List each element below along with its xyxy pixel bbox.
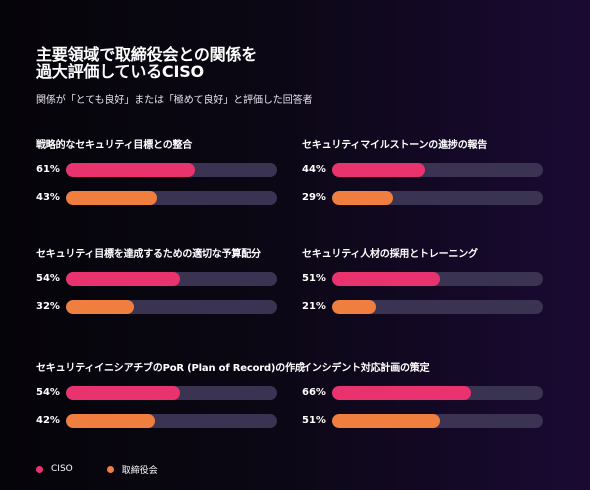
bar-value-label: 43% xyxy=(36,192,60,203)
bar-value-label: 54% xyxy=(36,387,60,398)
bar-track xyxy=(66,300,277,314)
bar-ciso xyxy=(66,386,180,400)
bar-value-label: 51% xyxy=(302,415,326,426)
legend-item-ciso: CISO xyxy=(36,464,73,474)
panel-plan-of-record: セキュリティイニシアチブのPoR (Plan of Record)の作成 54%… xyxy=(36,363,305,429)
bar-track xyxy=(66,386,277,400)
legend: CISO 取締役会 xyxy=(36,463,158,476)
bar-row-ciso: 54% xyxy=(36,386,281,400)
bar-row-ciso: 61% xyxy=(36,163,281,177)
title-line-1: 主要領域で取締役会との関係を xyxy=(36,45,258,64)
bar-value-label: 44% xyxy=(302,164,326,175)
panel-title: セキュリティ人材の採用とトレーニング xyxy=(302,249,478,260)
bar-board xyxy=(66,300,134,314)
legend-swatch-ciso xyxy=(36,465,43,473)
bar-value-label: 61% xyxy=(36,164,60,175)
panel-title: セキュリティイニシアチブのPoR (Plan of Record)の作成 xyxy=(36,363,305,374)
legend-swatch-board xyxy=(106,465,114,473)
bar-board xyxy=(66,414,155,428)
panel-title: インシデント対応計画の策定 xyxy=(302,363,430,374)
bar-board xyxy=(332,191,394,205)
bar-ciso xyxy=(66,163,195,177)
bar-value-label: 21% xyxy=(302,301,326,312)
bar-ciso xyxy=(332,272,440,286)
bar-ciso xyxy=(66,272,180,286)
bar-value-label: 29% xyxy=(302,192,326,203)
bar-track xyxy=(332,300,543,314)
bar-row-ciso: 51% xyxy=(302,272,547,286)
bar-track xyxy=(66,191,277,205)
bar-row-ciso: 44% xyxy=(302,163,547,177)
panel-strategic-alignment: 戦略的なセキュリティ目標との整合 61% 43% xyxy=(36,140,281,206)
bar-value-label: 42% xyxy=(36,415,60,426)
bar-board xyxy=(66,191,157,205)
bar-row-board: 21% xyxy=(302,300,547,314)
chart-subtitle: 関係が「とても良好」または「極めて良好」と評価した回答者 xyxy=(36,95,313,106)
legend-label-board: 取締役会 xyxy=(121,465,158,476)
panel-title: セキュリティマイルストーンの進捗の報告 xyxy=(302,140,488,151)
bar-value-label: 51% xyxy=(302,273,326,284)
panel-incident-response: インシデント対応計画の策定 66% 51% xyxy=(302,363,547,429)
bar-row-ciso: 54% xyxy=(36,272,281,286)
bar-track xyxy=(332,191,543,205)
bar-track xyxy=(332,414,543,428)
title-line-2: 過大評価しているCISO xyxy=(36,62,204,81)
panel-talent-training: セキュリティ人材の採用とトレーニング 51% 21% xyxy=(302,249,547,315)
bar-track xyxy=(66,163,277,177)
legend-label-ciso: CISO xyxy=(51,464,73,474)
bar-ciso xyxy=(332,163,425,177)
bar-track xyxy=(332,386,543,400)
panel-title: セキュリティ目標を達成するための適切な予算配分 xyxy=(36,249,261,260)
bar-board xyxy=(332,414,440,428)
bar-row-board: 51% xyxy=(302,414,547,428)
panel-title: 戦略的なセキュリティ目標との整合 xyxy=(36,140,193,151)
bar-track xyxy=(332,163,543,177)
bar-row-board: 29% xyxy=(302,191,547,205)
bar-row-ciso: 66% xyxy=(302,386,547,400)
bar-row-board: 32% xyxy=(36,300,281,314)
bar-board xyxy=(332,300,377,314)
bar-ciso xyxy=(332,386,472,400)
bar-track xyxy=(66,414,277,428)
bar-row-board: 42% xyxy=(36,414,281,428)
panel-milestone-reporting: セキュリティマイルストーンの進捗の報告 44% 29% xyxy=(302,140,547,206)
bar-row-board: 43% xyxy=(36,191,281,205)
chart-title: 主要領域で取締役会との関係を 過大評価しているCISO xyxy=(36,46,257,80)
panel-budget-allocation: セキュリティ目標を達成するための適切な予算配分 54% 32% xyxy=(36,249,281,315)
bar-value-label: 54% xyxy=(36,273,60,284)
bar-value-label: 66% xyxy=(302,387,326,398)
legend-item-board: 取締役会 xyxy=(106,463,158,476)
bar-value-label: 32% xyxy=(36,301,60,312)
bar-track xyxy=(332,272,543,286)
bar-track xyxy=(66,272,277,286)
